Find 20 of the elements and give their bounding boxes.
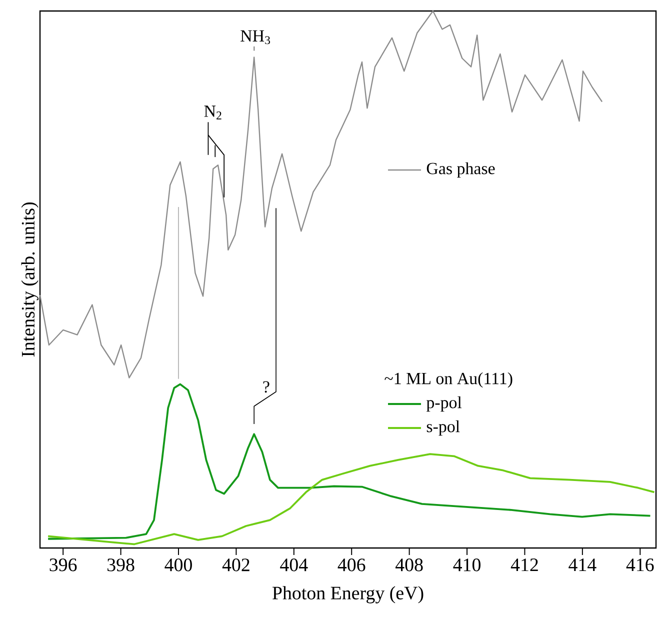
annotation: ? — [263, 381, 270, 393]
y-axis-title: Intensity (arb. units) — [21, 202, 38, 357]
x-tick-label: 412 — [510, 558, 538, 572]
x-tick-label: 408 — [395, 558, 423, 572]
x-tick-label: 400 — [164, 558, 192, 572]
x-tick-label: 410 — [453, 558, 480, 572]
legend-label: p-pol — [426, 396, 462, 412]
legend-label: s-pol — [426, 420, 460, 436]
legend-title: ~1 ML on Au(111) — [384, 372, 512, 388]
x-tick-label: 396 — [50, 558, 77, 572]
x-tick-label: 402 — [222, 558, 250, 572]
x-tick-label: 398 — [107, 558, 134, 572]
x-tick-label: 404 — [280, 558, 308, 572]
annotation: NH$_{3}$ — [240, 30, 270, 44]
x-tick-label: 414 — [568, 558, 596, 572]
x-tick-label: 406 — [338, 558, 366, 572]
x-axis-title: Photon Energy (eV) — [272, 586, 424, 604]
legend-label: Gas phase — [426, 162, 495, 178]
x-tick-label: 416 — [626, 558, 654, 572]
annotation: N$_{2}$ — [204, 106, 222, 120]
